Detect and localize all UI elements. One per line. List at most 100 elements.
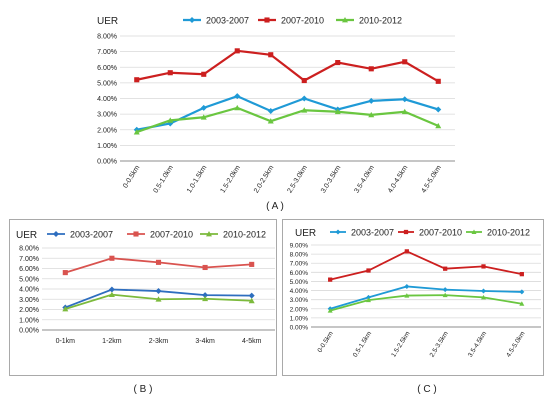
- data-point: [109, 255, 115, 261]
- data-point: [327, 308, 333, 313]
- data-point: [519, 301, 525, 306]
- data-point: [328, 277, 333, 282]
- y-tick-label: 1.00%: [97, 143, 117, 150]
- legend-marker: [264, 17, 270, 23]
- data-point: [249, 261, 255, 267]
- y-tick-label: 6.00%: [290, 270, 309, 277]
- panel-label-b: ( B ): [133, 384, 153, 395]
- data-point: [134, 77, 140, 83]
- data-point: [267, 118, 274, 124]
- legend-marker: [403, 229, 409, 235]
- x-tick-label: 4.5-5.0km: [505, 330, 526, 358]
- y-tick-label: 0.00%: [19, 328, 39, 335]
- data-point: [201, 71, 207, 77]
- y-tick-label: 8.00%: [19, 246, 39, 253]
- y-tick-label: 9.00%: [290, 243, 309, 250]
- data-point: [401, 108, 408, 115]
- data-point: [435, 122, 442, 129]
- legend-label: 2007-2010: [150, 230, 193, 240]
- y-tick-label: 8.00%: [290, 252, 309, 259]
- data-point: [202, 292, 209, 299]
- x-tick-label: 1.5-2.5km: [390, 330, 411, 358]
- series-line-2007-2010: [329, 250, 523, 281]
- y-axis-label: UER: [16, 230, 37, 241]
- data-point: [519, 289, 525, 295]
- legend-label: 2003-2007: [351, 228, 394, 238]
- series-line-2003-2007: [329, 285, 522, 310]
- y-tick-label: 8.00%: [97, 34, 117, 41]
- series-line-2007-2010: [136, 49, 439, 83]
- y-axis-label: UER: [295, 228, 316, 239]
- x-tick-label: 2-3km: [149, 338, 169, 345]
- data-point: [401, 96, 408, 103]
- y-tick-label: 4.00%: [97, 96, 117, 103]
- y-tick-label: 5.00%: [97, 80, 117, 87]
- data-point: [481, 264, 486, 269]
- data-point: [301, 77, 307, 84]
- y-tick-label: 5.00%: [290, 279, 309, 286]
- y-tick-label: 4.00%: [290, 288, 309, 295]
- panel-label-a: ( A ): [266, 201, 284, 212]
- data-point: [335, 60, 341, 66]
- y-tick-label: 3.00%: [19, 297, 39, 304]
- y-tick-label: 0.00%: [97, 159, 117, 166]
- series-line-2010-2012: [136, 106, 439, 134]
- x-tick-label: 0.5-1.5km: [352, 330, 373, 358]
- y-tick-label: 1.00%: [290, 315, 309, 322]
- data-point: [366, 268, 371, 273]
- legend-label: 2010-2012: [223, 230, 266, 240]
- data-point: [202, 295, 209, 302]
- y-tick-label: 7.00%: [97, 49, 117, 56]
- x-tick-label: 0-0.5km: [316, 330, 334, 354]
- legend-label: 2003-2007: [70, 230, 113, 240]
- y-tick-label: 5.00%: [19, 276, 39, 283]
- data-point: [248, 292, 255, 299]
- data-point: [404, 283, 410, 289]
- legend-marker: [335, 229, 341, 235]
- data-point: [268, 52, 274, 58]
- data-point: [301, 107, 308, 113]
- data-point: [167, 70, 173, 76]
- data-point: [133, 129, 140, 135]
- legend-label: 2010-2012: [359, 16, 402, 26]
- legend-marker: [206, 231, 212, 237]
- data-point: [234, 104, 241, 111]
- data-point: [481, 294, 486, 300]
- y-tick-label: 2.00%: [290, 306, 309, 313]
- data-point: [442, 292, 448, 298]
- y-tick-label: 6.00%: [19, 266, 39, 273]
- chart-frame-c: [282, 219, 544, 376]
- data-point: [167, 117, 174, 123]
- data-point: [366, 294, 371, 300]
- data-point: [366, 297, 371, 303]
- legend-marker: [133, 231, 139, 237]
- data-point: [234, 93, 241, 100]
- data-point: [155, 296, 162, 302]
- y-tick-label: 3.00%: [290, 297, 309, 304]
- panel-label-c: ( C ): [417, 384, 437, 395]
- y-axis-label: UER: [97, 16, 118, 27]
- data-point: [234, 48, 240, 54]
- y-tick-label: 2.00%: [19, 307, 39, 314]
- x-tick-label: 4-5km: [242, 338, 262, 345]
- data-point: [368, 97, 375, 104]
- legend-label: 2003-2007: [206, 16, 249, 26]
- y-tick-label: 4.00%: [19, 287, 39, 294]
- data-point: [404, 293, 410, 298]
- data-point: [62, 305, 69, 312]
- x-tick-label: 3.5-4.5km: [467, 330, 488, 358]
- data-point: [481, 288, 486, 294]
- data-point: [519, 272, 524, 277]
- data-point: [155, 259, 162, 265]
- data-point: [200, 114, 207, 120]
- y-tick-label: 1.00%: [19, 317, 39, 324]
- legend-label: 2007-2010: [419, 228, 462, 238]
- legend-marker: [53, 231, 59, 237]
- data-point: [404, 249, 409, 254]
- legend-marker: [342, 17, 348, 23]
- data-point: [155, 288, 162, 295]
- series-line-2010-2012: [329, 294, 522, 312]
- data-point: [443, 266, 448, 271]
- data-point: [108, 291, 115, 298]
